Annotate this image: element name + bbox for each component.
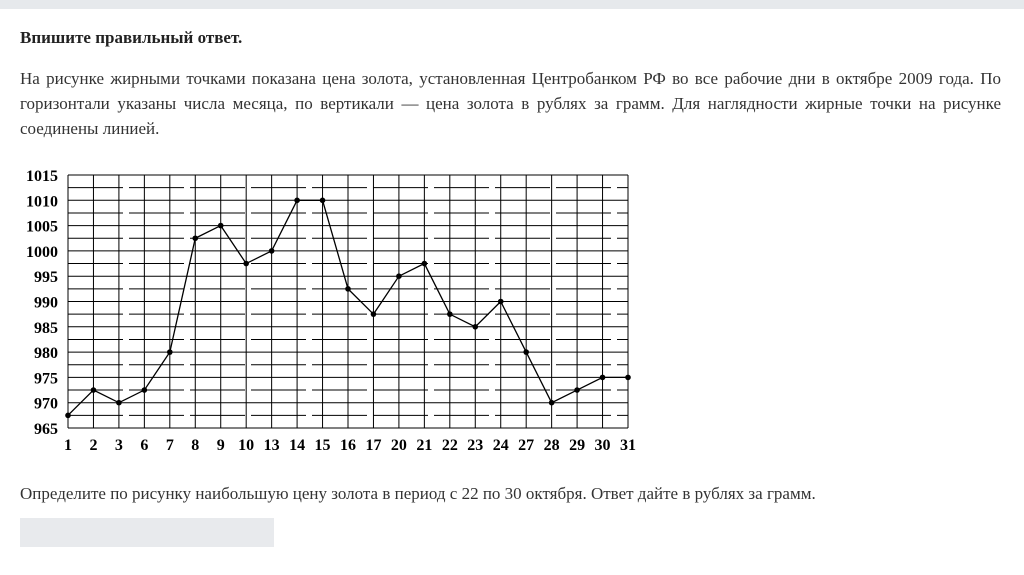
x-tick-label: 7	[166, 437, 174, 454]
y-tick-label: 1000	[26, 244, 58, 261]
y-tick-label: 1005	[26, 219, 58, 236]
data-point	[167, 349, 173, 355]
data-point	[116, 399, 122, 406]
x-tick-label: 30	[595, 437, 611, 454]
x-tick-label: 9	[217, 437, 225, 454]
data-point	[497, 298, 504, 305]
x-axis-labels: 1 2 3 6 7 8 9 10 13 14 15 16 17 20 21 22 23 24 27 28 29 30 31	[64, 437, 636, 454]
y-tick-label: 1015	[26, 168, 58, 185]
x-tick-label: 8	[191, 437, 199, 454]
y-tick-label: 985	[34, 320, 58, 337]
y-tick-label: 965	[34, 421, 58, 438]
y-tick-label: 975	[34, 370, 58, 387]
x-tick-label: 14	[289, 437, 305, 454]
data-point	[65, 412, 71, 419]
x-tick-label: 1	[64, 437, 72, 454]
data-point	[217, 222, 224, 229]
data-point	[268, 248, 275, 254]
x-tick-label: 16	[340, 437, 356, 454]
answer-input[interactable]	[20, 518, 274, 547]
data-point	[625, 374, 631, 381]
data-point	[141, 387, 148, 393]
data-point	[396, 273, 402, 279]
data-point	[447, 311, 453, 317]
x-tick-label: 21	[416, 437, 432, 454]
data-point	[574, 387, 580, 393]
data-point	[548, 399, 555, 406]
data-point	[599, 374, 606, 381]
x-tick-label: 6	[140, 437, 148, 454]
chart-grid	[67, 174, 629, 429]
y-tick-label: 990	[34, 295, 58, 312]
data-point	[294, 197, 300, 204]
data-point	[90, 387, 97, 393]
x-tick-label: 3	[115, 437, 123, 454]
data-point	[523, 349, 529, 355]
data-point	[370, 311, 377, 317]
x-tick-label: 27	[518, 437, 534, 454]
x-tick-label: 29	[569, 437, 585, 454]
x-tick-label: 23	[467, 437, 483, 454]
instruction-text: Впишите правильный ответ.	[20, 28, 243, 47]
x-tick-label: 2	[89, 437, 97, 454]
y-tick-label: 970	[34, 396, 58, 413]
question-text: Определите по рисунку наибольшую цену зо…	[20, 484, 816, 503]
data-point	[345, 286, 351, 292]
data-point	[192, 235, 199, 242]
data-point	[243, 260, 249, 267]
data-point	[319, 197, 326, 204]
x-tick-label: 24	[493, 437, 509, 454]
x-tick-label: 31	[620, 437, 636, 454]
y-tick-label: 995	[34, 269, 58, 286]
problem-statement: На рисунке жирными точками показана цена…	[20, 69, 1001, 138]
x-tick-label: 15	[315, 437, 331, 454]
x-tick-label: 10	[238, 437, 254, 454]
y-tick-label: 1010	[26, 193, 58, 210]
top-bar	[0, 0, 1024, 9]
data-point	[472, 324, 479, 330]
x-tick-label: 22	[442, 437, 458, 454]
x-tick-label: 20	[391, 437, 407, 454]
y-axis-labels: 965 970 975 980 985 990 995 1000 1005 1010 1015	[26, 168, 58, 438]
x-tick-label: 17	[365, 437, 381, 454]
x-tick-label: 13	[264, 437, 280, 454]
y-tick-label: 980	[34, 345, 58, 362]
data-points	[65, 197, 631, 419]
data-point	[421, 260, 428, 267]
x-tick-label: 28	[544, 437, 560, 454]
